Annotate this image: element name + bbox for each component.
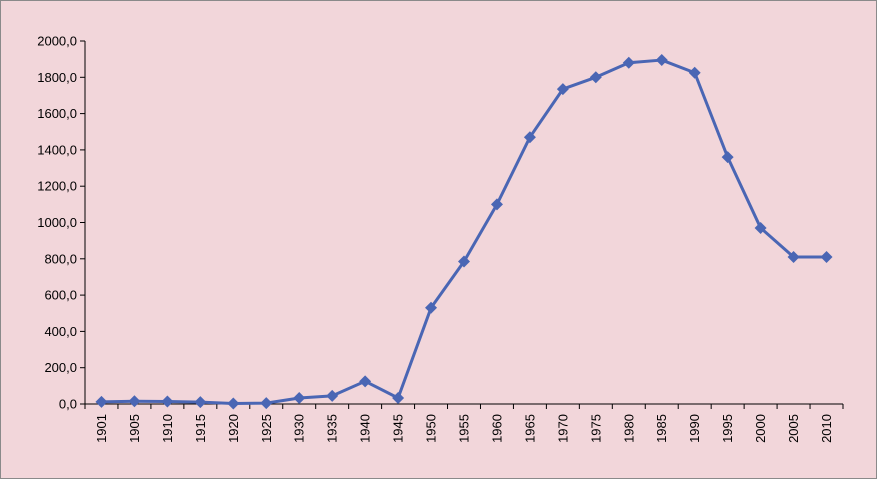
chart-axes [84,41,843,405]
data-point-marker [260,397,273,410]
x-tick-label: 1905 [127,414,142,443]
data-point-marker [556,83,569,96]
data-point-marker [721,151,734,164]
x-tick-label: 1901 [94,414,109,443]
data-point-marker [359,375,372,388]
x-tick-label: 1935 [325,414,340,443]
data-point-marker [194,396,207,409]
data-point-marker [820,250,833,263]
y-tick-label: 0,0 [59,397,77,412]
y-tick-label: 1600,0 [37,106,77,121]
y-tick-label: 200,0 [44,360,77,375]
x-tick-label: 1975 [588,414,603,443]
data-point-marker [293,392,306,405]
y-tick-label: 400,0 [44,324,77,339]
data-point-marker [227,397,240,410]
y-tick-label: 1000,0 [37,215,77,230]
data-point-marker [622,56,635,69]
data-point-marker [655,54,668,67]
x-tick-label: 2000 [753,414,768,443]
x-tick-label: 1990 [687,414,702,443]
y-tick-label: 1200,0 [37,179,77,194]
data-point-marker [754,221,767,234]
data-point-marker [787,250,800,263]
x-tick-label: 1995 [720,414,735,443]
series-line [101,58,827,405]
data-point-marker [490,198,503,211]
data-point-marker [523,131,536,144]
x-tick-label: 1920 [226,414,241,443]
data-point-marker [458,255,470,268]
x-tick-label: 1940 [358,414,373,443]
data-point-marker [392,392,405,405]
x-tick-label: 1960 [489,414,504,443]
x-tick-label: 1910 [160,414,175,443]
x-tick-label: 2005 [786,414,801,443]
data-point-marker [425,301,438,314]
y-tick-label: 600,0 [44,288,77,303]
x-tick-label: 1965 [522,414,537,443]
x-tick-label: 1985 [654,414,669,443]
data-point-marker [688,66,701,79]
x-tick-label: 2010 [819,414,834,443]
data-point-marker [589,71,602,84]
data-point-marker [326,389,339,402]
data-point-marker [161,395,174,408]
x-tick-label: 1955 [457,414,472,443]
x-tick-label: 1950 [424,414,439,443]
y-axis-ticks: 0,0 200,0 400,0 600,0 800,0 1000,0 1200,0 1400,… [37,34,85,412]
y-tick-label: 1800,0 [37,70,77,85]
data-point-marker [128,395,141,408]
x-tick-label: 1970 [555,414,570,443]
x-tick-label: 1980 [621,414,636,443]
series-layer [95,54,833,410]
y-tick-label: 2000,0 [37,34,77,49]
x-tick-label: 1930 [292,414,307,443]
x-axis-ticks: 1901 1905 1910 1915 1920 1925 1930 1935 1940 1945… [84,404,844,443]
data-point-marker [95,395,108,408]
y-tick-label: 800,0 [44,251,77,266]
x-tick-label: 1915 [193,414,208,443]
x-tick-label: 1925 [259,414,274,443]
x-tick-label: 1945 [391,414,406,443]
y-tick-label: 1400,0 [37,142,77,157]
